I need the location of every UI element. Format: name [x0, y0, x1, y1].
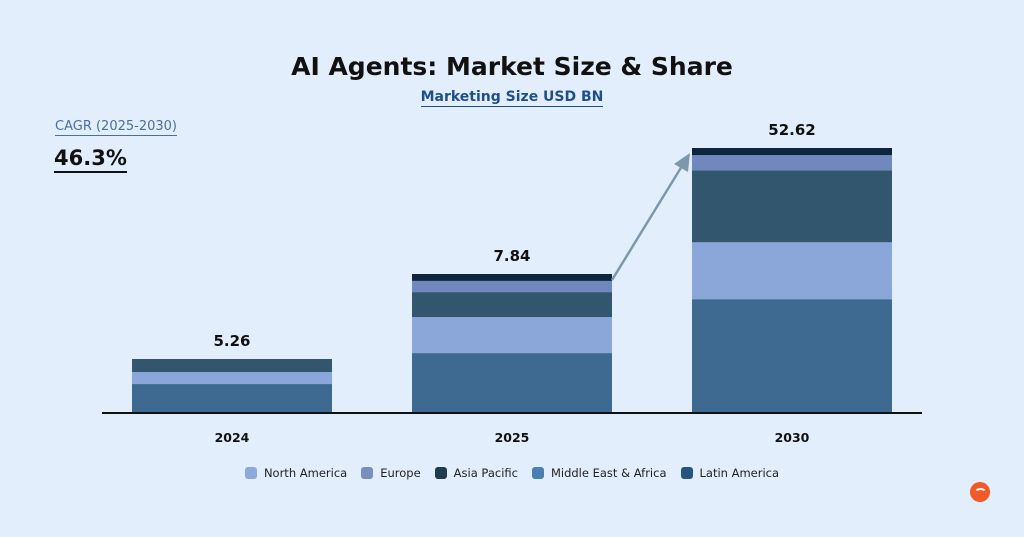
bar-segment-2024-asia-pacific: [132, 359, 332, 373]
legend-swatch: [531, 467, 544, 479]
growth-arrow-line: [610, 165, 684, 281]
legend-swatch: [244, 467, 257, 479]
growth-arrow-head-icon: [674, 153, 690, 172]
bar-segment-2025-north-america: [412, 317, 612, 354]
legend-label: Latin America: [699, 466, 780, 480]
legend-label: Asia Pacific: [453, 466, 518, 480]
bar-segment-2030-europe: [692, 155, 892, 171]
legend-label: North America: [263, 466, 348, 480]
chart-subtitle: Marketing Size USD BN: [0, 89, 1024, 107]
legend-item: Latin America: [680, 466, 780, 480]
cagr-label: CAGR (2025-2030): [55, 119, 177, 136]
legend-label: Middle East & Africa: [550, 466, 667, 480]
bar-segment-2030-asia-pacific: [692, 170, 892, 243]
brand-logo-icon: [970, 482, 990, 502]
bar-segment-2024-north-america: [132, 372, 332, 385]
x-tick-label: 2024: [215, 430, 250, 445]
legend: North America Europe Asia Pacific Middle Ea…: [0, 466, 1024, 480]
legend-label: Europe: [380, 466, 421, 480]
legend-swatch: [361, 467, 374, 479]
bar-total-label: 7.84: [493, 247, 530, 265]
bar-segment-2030-middle-east-africa: [692, 299, 892, 413]
legend-item: North America: [244, 466, 348, 480]
bar-segment-2024-middle-east-africa: [132, 384, 332, 413]
chart-title: AI Agents: Market Size & Share: [291, 52, 733, 81]
legend-item: Asia Pacific: [434, 466, 518, 480]
x-tick-label: 2025: [495, 430, 530, 445]
legend-swatch: [434, 467, 447, 479]
legend-item: Middle East & Africa: [531, 466, 667, 480]
subtitle-text: Marketing Size USD BN: [420, 89, 604, 107]
bar-segment-2030-north-america: [692, 242, 892, 300]
bar-segment-2030-latin-america: [692, 148, 892, 156]
bar-total-label: 52.62: [768, 121, 815, 139]
cagr-value: 46.3%: [54, 146, 127, 173]
x-tick-label: 2030: [775, 430, 810, 445]
bar-segment-2025-asia-pacific: [412, 292, 612, 318]
bar-total-label: 5.26: [213, 332, 250, 350]
bar-segment-2025-europe: [412, 280, 612, 293]
legend-item: Europe: [361, 466, 421, 480]
bar-segment-2025-latin-america: [412, 274, 612, 281]
bar-segment-2025-middle-east-africa: [412, 353, 612, 413]
legend-swatch: [680, 467, 693, 479]
